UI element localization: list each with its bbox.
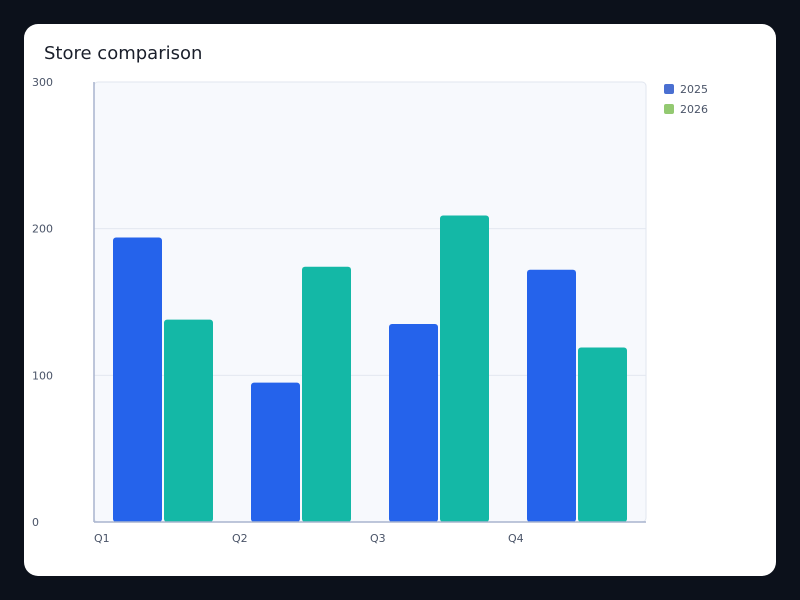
bar-2025-Q3 <box>389 324 438 522</box>
x-tick-label: Q3 <box>370 532 386 545</box>
y-tick-label: 300 <box>32 76 53 89</box>
bar-2025-Q1 <box>113 237 162 522</box>
y-tick-label: 100 <box>32 369 53 382</box>
legend: 2025 2026 <box>664 83 708 116</box>
chart-card: Store comparison 0 100 200 300 Q1 Q2 Q3 Q4 2025… <box>24 24 776 576</box>
bar-2025-Q4 <box>527 269 576 522</box>
y-tick-label: 0 <box>32 516 39 529</box>
bar-2026-Q1 <box>164 319 213 522</box>
legend-label: 2026 <box>680 103 708 116</box>
bar-chart: 0 100 200 300 Q1 Q2 Q3 Q4 2025 2026 <box>32 76 708 545</box>
bar-2026-Q3 <box>440 215 489 522</box>
y-tick-label: 200 <box>32 223 53 236</box>
legend-swatch <box>664 84 674 94</box>
x-tick-label: Q2 <box>232 532 248 545</box>
chart-title: Store comparison <box>44 43 203 64</box>
bar-2025-Q2 <box>251 382 300 522</box>
bar-2026-Q4 <box>578 347 627 522</box>
x-tick-label: Q4 <box>508 532 524 545</box>
bar-2026-Q2 <box>302 266 351 522</box>
legend-swatch <box>664 104 674 114</box>
x-tick-label: Q1 <box>94 532 110 545</box>
legend-label: 2025 <box>680 83 708 96</box>
